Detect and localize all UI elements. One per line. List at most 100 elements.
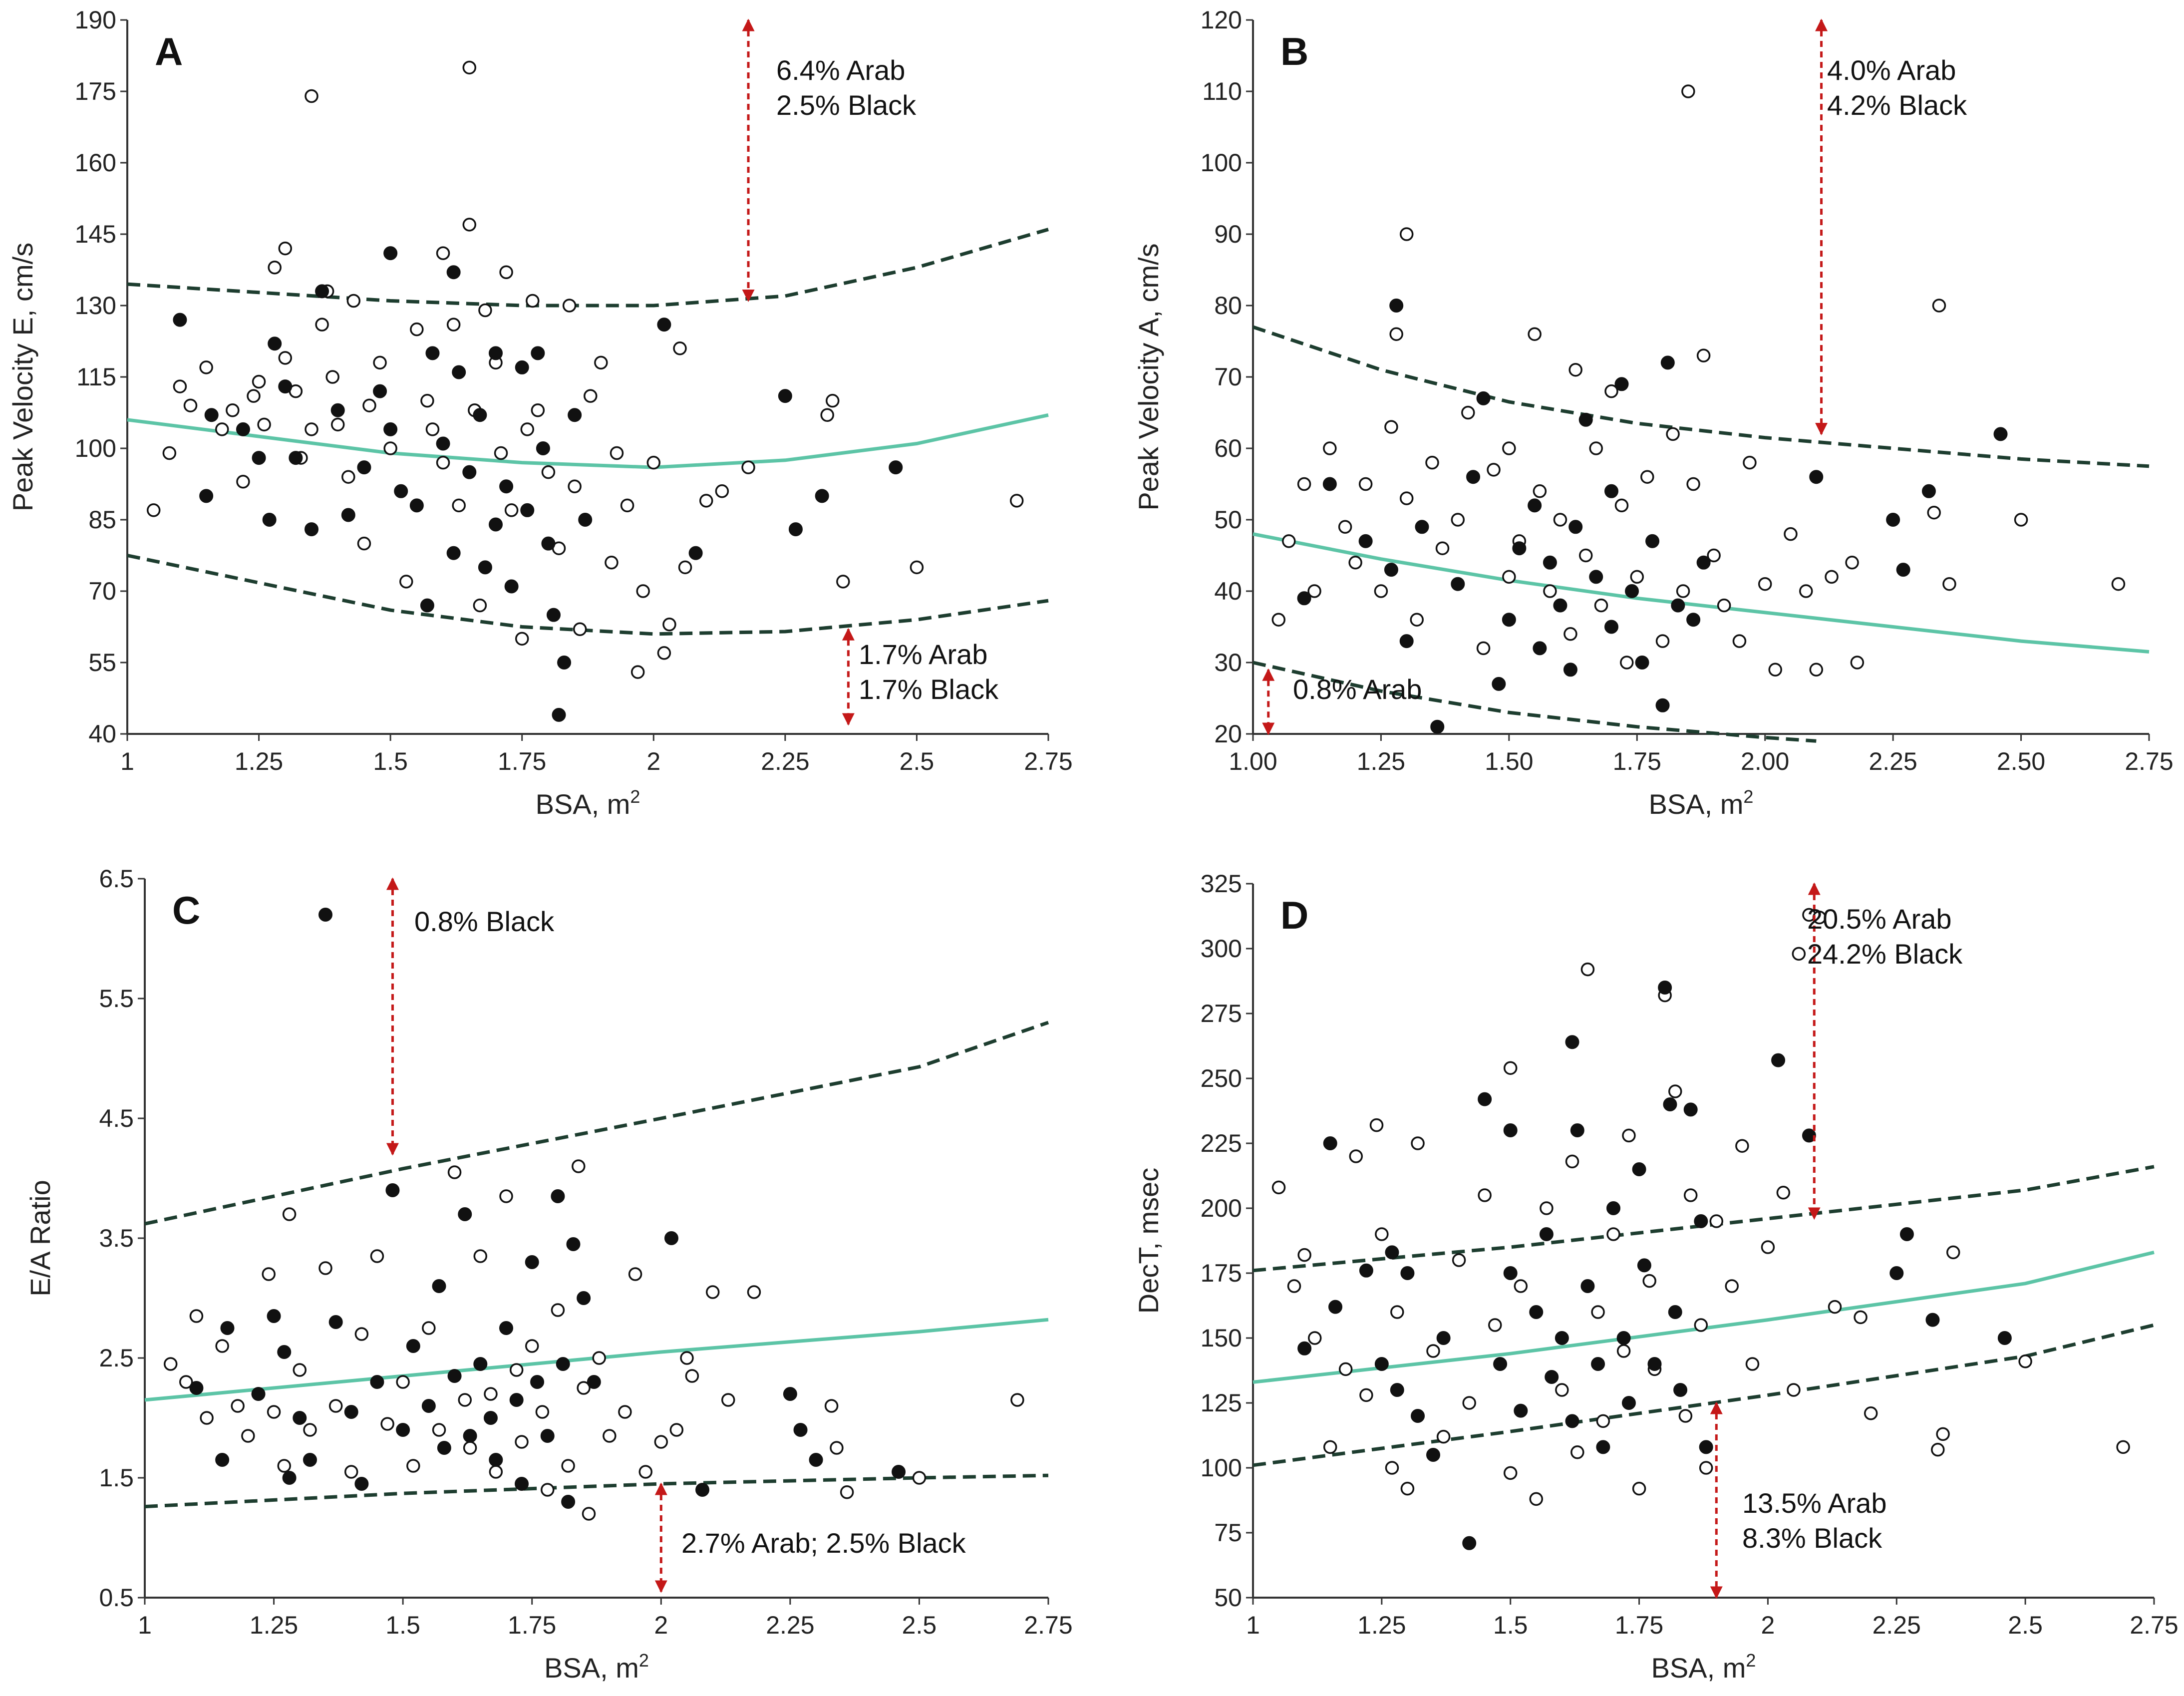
- open-point: [562, 299, 577, 313]
- open-point: [1555, 1383, 1569, 1397]
- open-point: [515, 632, 529, 646]
- filled-point: [1604, 620, 1618, 634]
- open-point: [293, 1363, 307, 1377]
- filled-point: [1580, 1279, 1595, 1293]
- open-point: [1792, 947, 1806, 961]
- filled-point: [1596, 1440, 1610, 1454]
- open-point: [357, 536, 371, 551]
- filled-point: [504, 579, 519, 594]
- open-point: [1668, 1084, 1682, 1098]
- filled-point: [695, 1483, 710, 1497]
- open-point: [473, 1249, 488, 1263]
- x-tick-label: 2: [654, 1611, 668, 1639]
- filled-point: [1635, 656, 1649, 670]
- open-point: [685, 1369, 699, 1383]
- open-point: [1543, 584, 1557, 598]
- y-tick-label: 145: [75, 220, 116, 248]
- filled-point: [1539, 1227, 1554, 1241]
- y-tick-label: 250: [1201, 1064, 1242, 1092]
- filled-point: [1686, 613, 1701, 627]
- open-point: [830, 1441, 844, 1455]
- open-point: [1435, 541, 1450, 555]
- filled-point: [1699, 1440, 1713, 1454]
- open-point: [1462, 1396, 1476, 1410]
- filled-point: [344, 1405, 358, 1419]
- open-point: [531, 403, 545, 417]
- y-tick-label: 225: [1201, 1129, 1242, 1157]
- open-point: [406, 1459, 420, 1473]
- filled-point: [1625, 584, 1639, 598]
- open-point: [636, 584, 650, 598]
- filled-point: [1374, 1357, 1389, 1371]
- annotation-text: 1.7% Black: [859, 674, 999, 705]
- open-point: [1514, 1279, 1528, 1293]
- open-point: [346, 294, 361, 308]
- open-point: [1632, 1481, 1646, 1496]
- filled-point: [1533, 641, 1547, 656]
- filled-point: [1889, 1266, 1904, 1280]
- open-point: [1666, 427, 1680, 441]
- open-point: [344, 1465, 358, 1479]
- open-point: [1410, 613, 1424, 627]
- open-point: [628, 1267, 642, 1281]
- annotation-text: 24.2% Black: [1807, 938, 1963, 970]
- filled-point: [318, 908, 332, 922]
- panel-label: C: [172, 888, 200, 932]
- filled-point: [815, 489, 829, 503]
- open-point: [568, 479, 582, 494]
- filled-point: [536, 441, 550, 455]
- filled-point: [1658, 981, 1672, 995]
- filled-point: [1493, 1357, 1508, 1371]
- filled-point: [520, 503, 535, 517]
- open-point: [1735, 1139, 1749, 1153]
- filled-point: [1896, 563, 1910, 577]
- filled-point: [525, 1255, 539, 1269]
- filled-point: [446, 265, 461, 280]
- open-point: [504, 503, 519, 517]
- filled-point: [546, 608, 561, 622]
- open-point: [425, 422, 440, 436]
- filled-point: [293, 1411, 307, 1425]
- open-point: [603, 1429, 617, 1443]
- annotation-text: 20.5% Arab: [1807, 903, 1952, 935]
- filled-point: [1578, 412, 1593, 427]
- open-point: [278, 351, 293, 365]
- filled-point: [409, 498, 424, 513]
- annotation-text: 6.4% Arab: [776, 54, 905, 86]
- x-axis-title-text: BSA, m: [1649, 788, 1744, 820]
- open-point: [1307, 584, 1321, 598]
- filled-point: [220, 1321, 235, 1335]
- filled-point: [478, 560, 492, 575]
- open-point: [420, 393, 434, 408]
- filled-point: [556, 1357, 570, 1371]
- open-point: [1630, 570, 1644, 584]
- open-point: [494, 446, 508, 460]
- y-tick-label: 100: [75, 434, 116, 462]
- annotation-text: 2.7% Arab; 2.5% Black: [681, 1527, 966, 1559]
- x-tick-label: 2.75: [1024, 747, 1072, 775]
- filled-point: [452, 365, 466, 379]
- filled-point: [1696, 555, 1711, 570]
- y-tick-label: 70: [88, 577, 116, 605]
- open-point: [1699, 1461, 1713, 1475]
- x-tick-label: 1.75: [1615, 1611, 1663, 1639]
- open-point: [1436, 1429, 1451, 1444]
- open-point: [1606, 1227, 1620, 1241]
- filled-point: [1503, 1123, 1518, 1137]
- open-point: [396, 1375, 410, 1389]
- open-point: [1732, 634, 1747, 648]
- open-point: [741, 460, 755, 474]
- filled-point: [236, 422, 250, 436]
- open-point: [699, 494, 713, 508]
- open-point: [1553, 513, 1567, 527]
- open-point: [1640, 470, 1654, 484]
- mean-line: [144, 1318, 1049, 1402]
- open-point: [1596, 1414, 1610, 1428]
- filled-point: [788, 522, 803, 537]
- filled-point: [1925, 1313, 1940, 1327]
- filled-point: [1390, 1383, 1404, 1397]
- y-tick-label: 100: [1201, 1454, 1242, 1482]
- open-point: [1478, 1188, 1492, 1202]
- open-point: [380, 1417, 394, 1431]
- open-point: [215, 422, 229, 436]
